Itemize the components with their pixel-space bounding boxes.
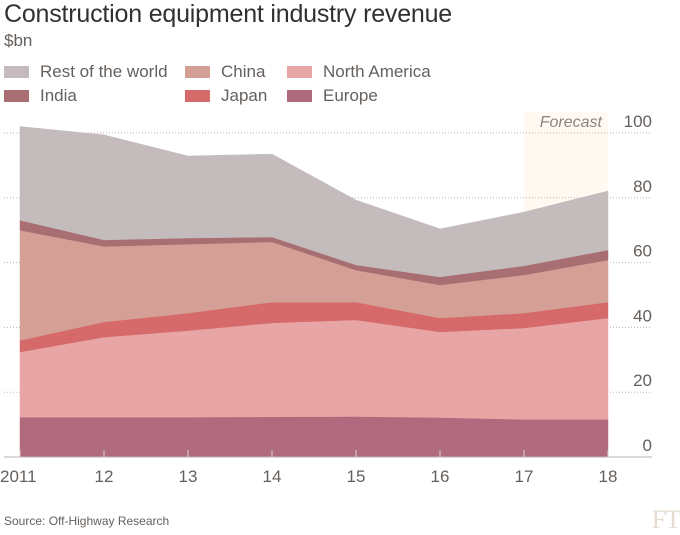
legend-swatch [4, 90, 29, 102]
legend-swatch [185, 66, 210, 78]
legend-swatch [287, 90, 312, 102]
legend-label: Japan [221, 86, 268, 105]
legend-label: Europe [323, 86, 378, 105]
ft-logo: FT [651, 505, 680, 534]
x-tick-label: 14 [263, 467, 282, 486]
legend-item-japan: Japan [185, 86, 267, 106]
legend-label: North America [323, 62, 431, 81]
y-tick-label: 80 [633, 177, 652, 196]
x-tick-label: 12 [95, 467, 114, 486]
chart-title: Construction equipment industry revenue [4, 0, 453, 28]
legend-item-india: India [4, 86, 77, 106]
y-tick-label: 100 [624, 112, 652, 131]
legend-swatch [287, 66, 312, 78]
x-tick-label: 2011 [0, 467, 37, 486]
legend-swatch [185, 90, 210, 102]
x-tick-label: 17 [515, 467, 534, 486]
y-tick-label: 60 [633, 242, 652, 261]
forecast-label: Forecast [540, 114, 603, 131]
area-europe [19, 416, 609, 458]
area-rest-of-the-world [19, 126, 609, 278]
x-tick-label: 15 [347, 467, 366, 486]
legend-item-north-america: North America [287, 62, 431, 82]
x-tick-label: 18 [599, 467, 618, 486]
chart-subtitle: $bn [4, 31, 33, 50]
y-tick-label: 40 [633, 306, 652, 325]
legend-item-rest-of-world: Rest of the world [4, 62, 168, 82]
source-note: Source: Off-Highway Research [4, 514, 170, 528]
legend-label: India [40, 86, 77, 105]
legend-swatch [4, 66, 29, 78]
y-tick-label: 20 [633, 371, 652, 390]
legend-label: Rest of the world [40, 62, 168, 81]
legend-label: China [221, 62, 266, 81]
x-tick-label: 16 [431, 467, 450, 486]
y-tick-label: 0 [643, 436, 652, 455]
x-tick-label: 13 [179, 467, 198, 486]
legend-item-china: China [185, 62, 265, 82]
legend-item-europe: Europe [287, 86, 378, 106]
